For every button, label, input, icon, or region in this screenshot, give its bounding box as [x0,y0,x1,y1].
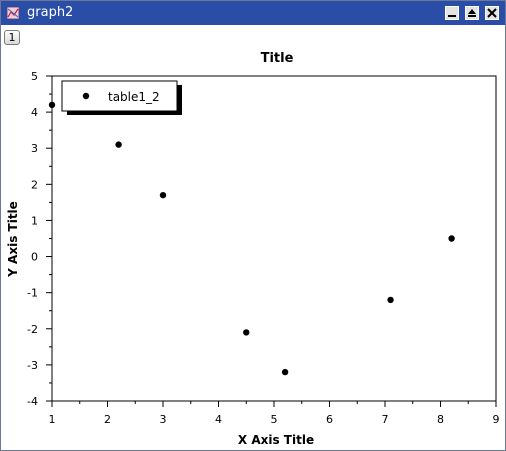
y-tick-label: -2 [27,323,38,336]
graph-app-icon [7,7,19,19]
close-button[interactable] [485,6,499,20]
maximize-button[interactable] [465,6,479,20]
data-point[interactable] [48,101,56,109]
legend-box [61,80,178,112]
y-tick-label: 4 [31,106,38,119]
close-icon [487,8,497,18]
data-point[interactable] [115,141,122,148]
title-bar[interactable]: graph2 [1,1,505,25]
x-tick-label: 4 [215,413,222,426]
window-title: graph2 [27,5,74,20]
data-points [48,101,455,376]
legend-entry: table1_2 [108,90,160,104]
chart-title: Title [261,51,294,66]
y-tick-label: 0 [31,251,38,264]
x-tick-label: 9 [493,413,500,426]
minimize-button[interactable] [445,6,459,20]
x-tick-label: 3 [160,413,167,426]
y-tick-label: -3 [27,359,38,372]
x-tick-label: 7 [382,413,389,426]
layer-tab-1[interactable]: 1 [4,30,20,45]
data-point[interactable] [243,329,250,336]
y-tick-label: 2 [31,178,38,191]
y-tick-label: -1 [27,287,38,300]
data-point[interactable] [281,368,289,376]
data-point[interactable] [387,296,394,304]
x-tick-label: 1 [49,413,56,426]
scatter-chart: Title X Axis Title Y Axis Title 1 2 3 4 5 6 7 8… [6,51,500,447]
x-tick-label: 2 [104,413,111,426]
y-axis-title: Y Axis Title [6,201,20,278]
legend-marker [82,92,90,100]
x-tick-label: 5 [271,413,278,426]
y-tick-label: 3 [31,142,38,155]
y-tick-label: 1 [31,214,38,227]
maximize-icon [468,9,476,17]
data-point[interactable] [448,235,455,242]
legend[interactable]: table1_2 [61,80,182,115]
axes: 1 2 3 4 5 6 7 8 9 5 4 3 2 1 0 -1 -2 -3 -4 [27,70,499,426]
y-tick-label: 5 [31,70,38,83]
x-tick-label: 8 [437,413,444,426]
x-axis-title: X Axis Title [238,433,314,447]
data-point[interactable] [159,191,167,199]
plot-frame [51,75,497,402]
x-tick-label: 6 [326,413,333,426]
y-tick-label: -4 [27,395,38,408]
minimize-icon [448,15,456,17]
